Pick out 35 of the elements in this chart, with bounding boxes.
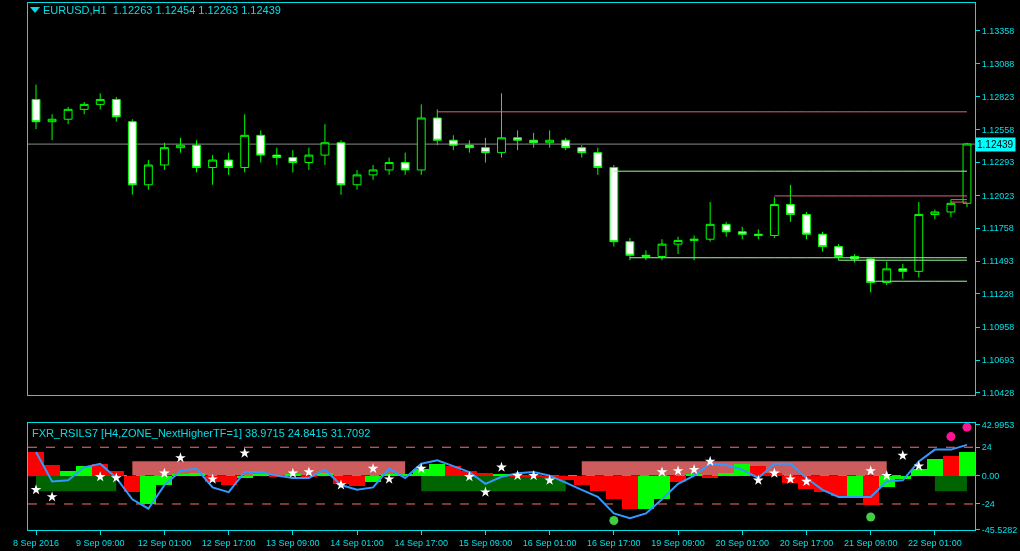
chart-title: EURUSD,H1 1.12263 1.12454 1.12263 1.12439 — [43, 3, 281, 16]
y-tick-label: 1.12023 — [981, 190, 1015, 201]
x-tick-label: 16 Sep 01:00 — [522, 537, 577, 548]
y-tick-label: 1.12823 — [981, 91, 1015, 102]
ref-line-label: 1.12439 — [977, 139, 1014, 150]
x-tick-label: 8 Sep 2016 — [13, 537, 60, 548]
y-tick-label: 1.10428 — [981, 387, 1015, 398]
y-tick-label: 1.11758 — [981, 223, 1014, 234]
x-tick-label: 21 Sep 09:00 — [843, 537, 898, 548]
y-tick-label: -45.5282 — [981, 524, 1018, 535]
y-tick-label: 1.13088 — [981, 58, 1015, 69]
x-tick-label: 12 Sep 01:00 — [137, 537, 192, 548]
x-tick-label: 9 Sep 09:00 — [75, 537, 125, 548]
y-tick-label: 1.10958 — [981, 322, 1015, 333]
y-tick-label: 1.12293 — [981, 157, 1015, 168]
x-tick-label: 16 Sep 17:00 — [587, 537, 641, 548]
x-tick-label: 20 Sep 17:00 — [779, 537, 834, 548]
x-tick-label: 12 Sep 17:00 — [201, 537, 256, 548]
y-tick-label: -24 — [981, 499, 995, 510]
x-tick-label: 14 Sep 01:00 — [330, 537, 384, 548]
x-tick-label: 15 Sep 09:00 — [458, 537, 513, 548]
x-tick-label: 20 Sep 01:00 — [715, 537, 770, 548]
y-tick-label: 1.11493 — [981, 256, 1014, 267]
chart-title: FXR_RSILS7 [H4,ZONE_NextHigherTF=1] 38.9715 24.8415 31.7092 — [32, 426, 371, 439]
y-tick-label: 1.13358 — [981, 25, 1015, 36]
y-tick-label: 24 — [981, 442, 992, 453]
x-tick-label: 14 Sep 17:00 — [394, 537, 449, 548]
y-tick-label: 1.11228 — [981, 289, 1014, 299]
y-tick-label: 1.10693 — [981, 355, 1015, 366]
x-tick-label: 22 Sep 01:00 — [908, 537, 962, 548]
y-tick-label: 1.12558 — [981, 124, 1015, 135]
x-tick-label: 19 Sep 09:00 — [651, 537, 705, 548]
y-tick-label: 0.00 — [981, 470, 1000, 481]
x-tick-label: 13 Sep 09:00 — [266, 537, 320, 548]
y-tick-label: 42.9953 — [981, 419, 1015, 430]
